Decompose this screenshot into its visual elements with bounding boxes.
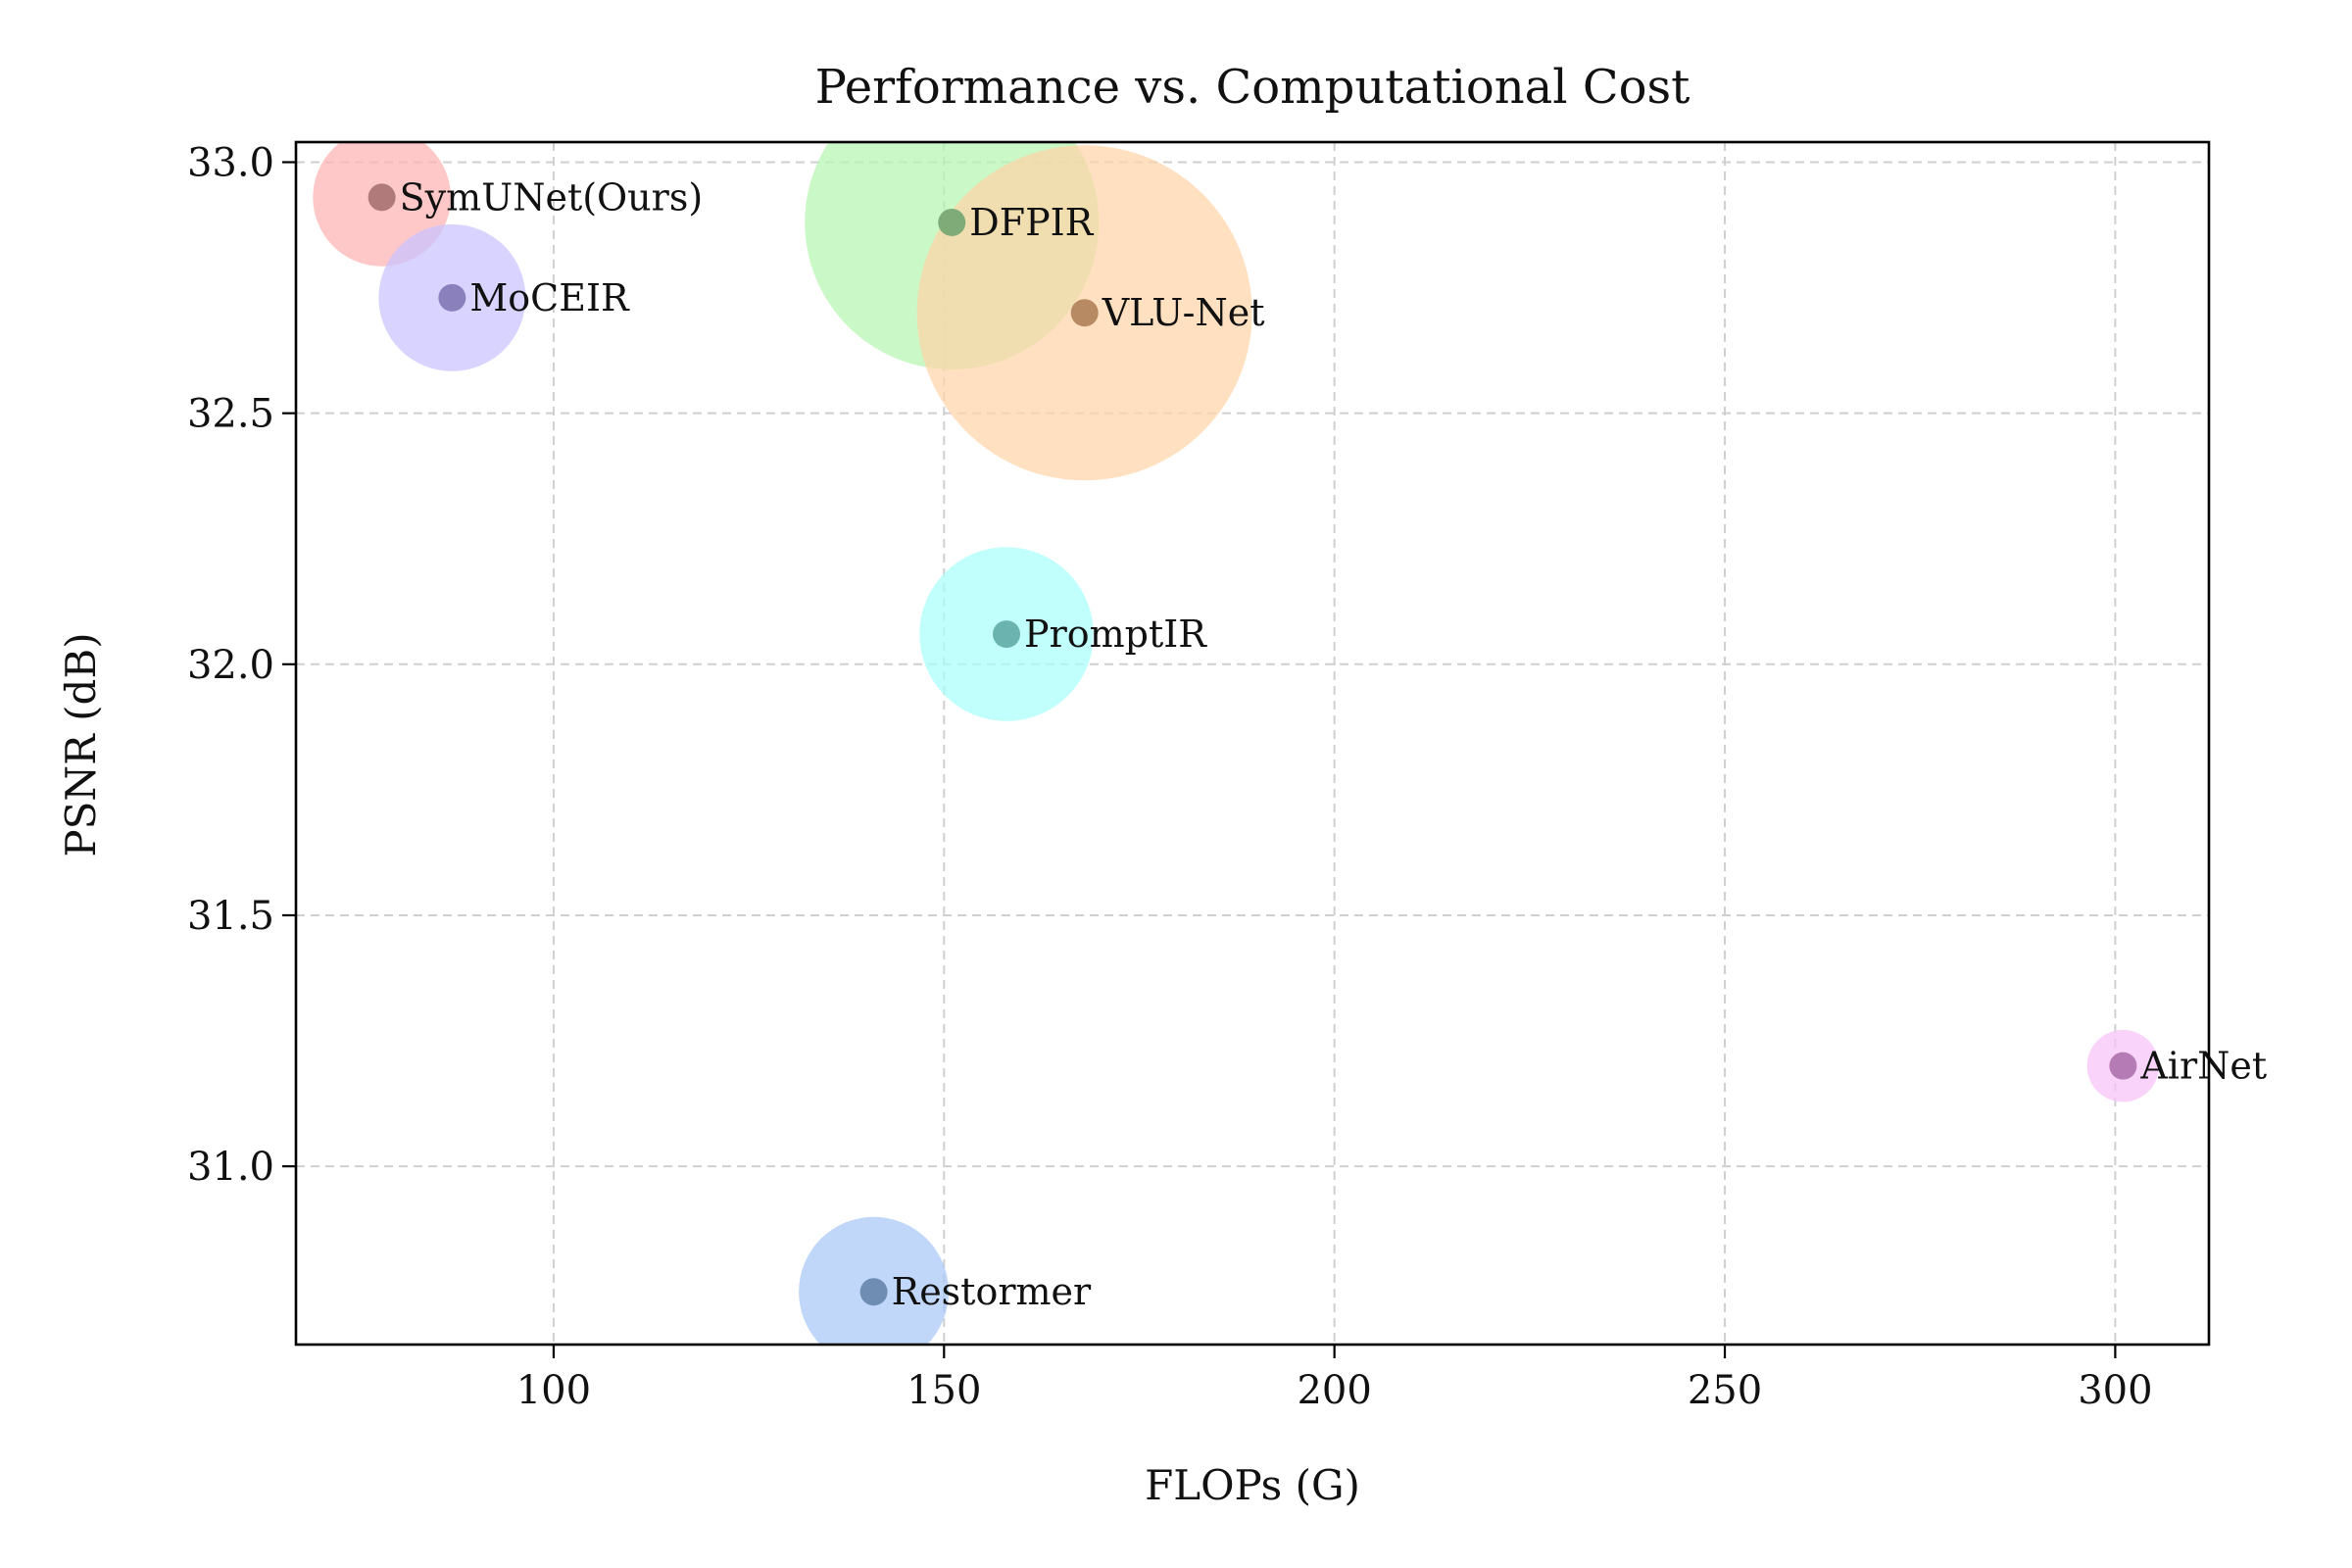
point-label: VLU-Net	[1102, 291, 1265, 334]
data-point	[993, 620, 1021, 649]
y-tick-label: 31.0	[187, 1145, 274, 1190]
x-tick-label: 150	[906, 1368, 981, 1413]
data-point	[938, 208, 966, 236]
tick-layer: 100 150 200 250 300 31.0 31.5 32.0 32.5 33.0	[187, 140, 2153, 1413]
x-tick-label: 300	[2078, 1368, 2152, 1413]
point-label-layer: SymUNet(Ours) MoCEIR DFPIR VLU-Net PromptIR A…	[400, 175, 2267, 1313]
point-label: SymUNet(Ours)	[400, 175, 704, 219]
x-tick-label: 250	[1688, 1368, 1762, 1413]
plot-frame	[294, 140, 2211, 1347]
y-tick-label: 31.5	[187, 894, 274, 939]
y-axis-label: PSNR (dB)	[57, 632, 105, 857]
data-point	[368, 183, 396, 212]
point-label: DFPIR	[969, 201, 1094, 244]
dot-layer	[368, 183, 2137, 1306]
data-point	[438, 283, 466, 312]
point-label: Restormer	[892, 1270, 1092, 1313]
chart-title: Performance vs. Computational Cost	[815, 60, 1690, 115]
point-label: PromptIR	[1024, 612, 1207, 656]
grid-lines	[296, 142, 2209, 1345]
data-point	[1070, 299, 1099, 327]
y-tick-label: 32.5	[187, 392, 274, 437]
y-tick-label: 33.0	[187, 140, 274, 185]
x-axis-label: FLOPs (G)	[1145, 1461, 1360, 1509]
x-tick-label: 100	[516, 1368, 591, 1413]
x-tick-label: 200	[1297, 1368, 1371, 1413]
data-point	[2109, 1052, 2137, 1080]
point-label: AirNet	[2139, 1045, 2267, 1088]
y-tick-label: 32.0	[187, 643, 274, 688]
point-label: MoCEIR	[469, 276, 630, 319]
data-point	[859, 1278, 888, 1306]
